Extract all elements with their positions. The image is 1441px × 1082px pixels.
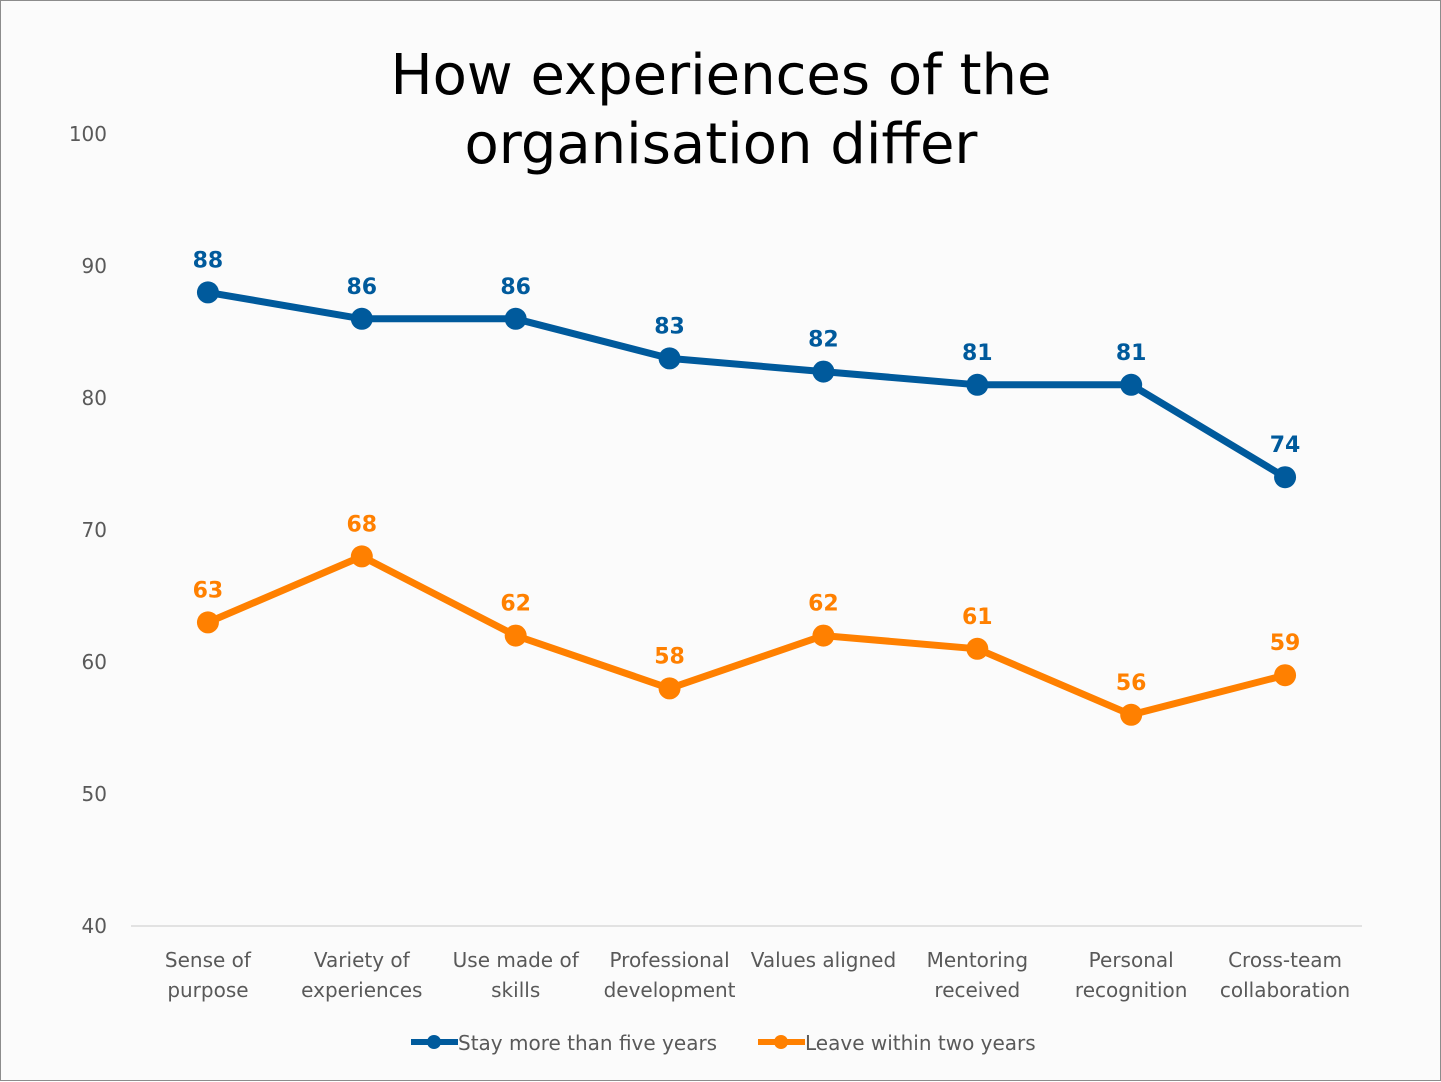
legend-label: Stay more than five years — [458, 1031, 717, 1055]
x-tick-label: experiences — [301, 978, 422, 1002]
x-tick-label: Cross-team — [1228, 948, 1342, 972]
x-tick-label: skills — [491, 978, 540, 1002]
data-point — [350, 545, 373, 568]
x-tick-label: Mentoring — [927, 948, 1028, 972]
y-tick-label: 80 — [82, 386, 107, 410]
data-point — [812, 360, 835, 383]
data-point — [1274, 466, 1297, 489]
data-point — [966, 373, 989, 396]
data-point — [812, 624, 835, 647]
data-point — [196, 611, 219, 634]
data-point — [196, 281, 219, 304]
data-label: 81 — [962, 341, 993, 366]
data-label: 59 — [1270, 631, 1301, 656]
x-tick-label: recognition — [1075, 978, 1188, 1002]
y-tick-label: 90 — [82, 254, 107, 278]
data-label: 86 — [500, 275, 531, 300]
data-point — [504, 624, 527, 647]
legend-swatch-marker — [774, 1035, 788, 1049]
x-tick-label: received — [934, 978, 1020, 1002]
x-tick-label: purpose — [167, 978, 248, 1002]
legend-item: Stay more than five years — [411, 1031, 717, 1055]
data-point — [1120, 373, 1143, 396]
series-layer: 88 86 86 83 82 81 81 74 63 68 62 58 62 61 56 59 — [193, 248, 1301, 726]
chart-title-line-2: organisation differ — [465, 112, 979, 177]
x-tick-label: Variety of — [314, 948, 411, 972]
data-label: 56 — [1116, 671, 1147, 696]
data-label: 74 — [1270, 433, 1301, 458]
data-point — [658, 347, 681, 370]
data-label: 62 — [500, 592, 531, 617]
data-point — [658, 677, 681, 700]
data-label: 82 — [808, 328, 839, 353]
data-point — [1120, 703, 1143, 726]
legend-item: Leave within two years — [758, 1031, 1036, 1055]
data-label: 88 — [193, 248, 224, 273]
series-line — [204, 552, 1289, 719]
chart-title-line-1: How experiences of the — [390, 43, 1051, 108]
data-label: 68 — [347, 512, 378, 537]
data-label: 81 — [1116, 341, 1147, 366]
data-label: 63 — [193, 578, 224, 603]
x-tick-label: Values aligned — [751, 948, 896, 972]
y-tick-label: 70 — [82, 518, 107, 542]
x-tick-label: Professional — [609, 948, 729, 972]
series-2: 63 68 62 58 62 61 56 59 — [193, 512, 1301, 726]
legend-label: Leave within two years — [805, 1031, 1036, 1055]
data-label: 58 — [654, 644, 685, 669]
data-point — [350, 307, 373, 330]
chart-title: How experiences of the organisation diff… — [390, 43, 1051, 177]
y-tick-label: 60 — [82, 650, 107, 674]
data-point — [1274, 664, 1297, 687]
data-label: 86 — [347, 275, 378, 300]
x-tick-label: collaboration — [1220, 978, 1350, 1002]
series-1: 88 86 86 83 82 81 81 74 — [193, 248, 1301, 489]
x-tick-label: Sense of — [165, 948, 252, 972]
data-label: 61 — [962, 605, 993, 630]
series-line — [204, 288, 1289, 481]
data-point — [966, 637, 989, 660]
x-tick-label: Use made of — [453, 948, 580, 972]
x-tick-label: development — [604, 978, 736, 1002]
y-tick-label: 50 — [82, 782, 107, 806]
data-point — [504, 307, 527, 330]
y-tick-label: 100 — [69, 122, 107, 146]
data-label: 62 — [808, 592, 839, 617]
x-tick-label: Personal — [1089, 948, 1174, 972]
data-label: 83 — [654, 314, 685, 339]
y-tick-label: 40 — [82, 914, 107, 938]
legend: Stay more than five years Leave within tw… — [411, 1031, 1036, 1055]
legend-swatch-marker — [427, 1035, 441, 1049]
y-axis-ticks: 40 50 60 70 80 90 100 — [69, 122, 107, 938]
x-axis-categories: Sense of purpose Variety of experiences Use … — [165, 948, 1350, 1002]
